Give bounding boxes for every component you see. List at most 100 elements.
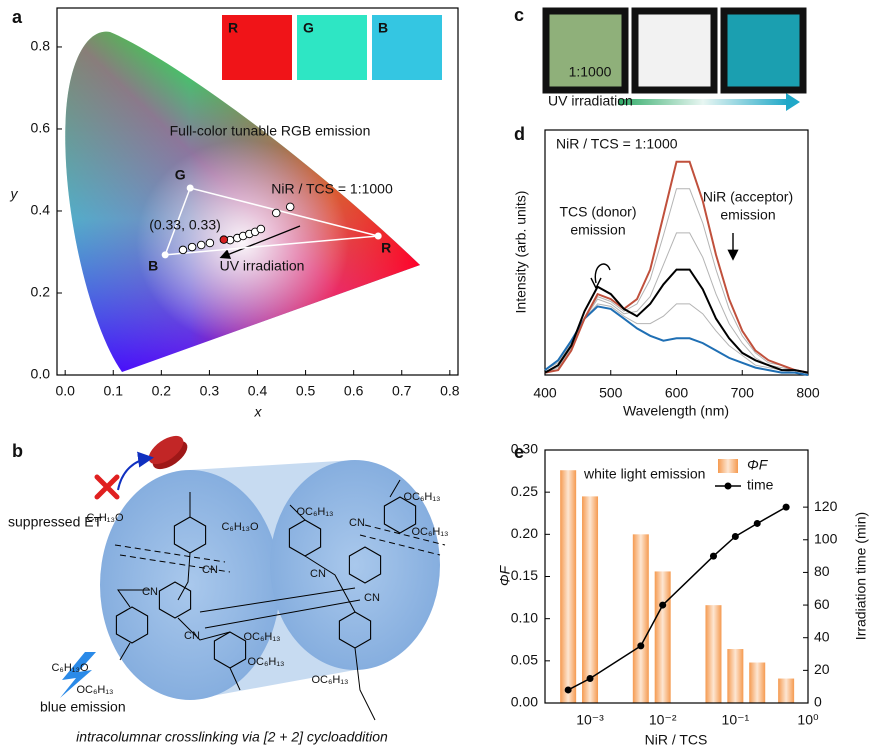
chem-group: OC₆H₁₃ [296, 506, 333, 518]
y-tick-label: 0.00 [511, 694, 538, 710]
bar [582, 496, 599, 703]
annotation: NiR (acceptor) [703, 189, 793, 205]
annotation: NiR / TCS = 1:1000 [556, 136, 678, 152]
chem-group: OC₆H₁₃ [243, 631, 280, 643]
cie-point [205, 238, 215, 248]
annotation: (0.33, 0.33) [149, 217, 221, 233]
y-tick-label: 0.30 [511, 441, 538, 457]
x-axis-label: NiR / TCS [645, 732, 708, 748]
time-point [586, 675, 594, 683]
time-point [782, 503, 790, 511]
x-tick-label: 0.5 [296, 383, 316, 399]
annotation: emission [570, 222, 625, 238]
chem-group: CN [349, 517, 365, 529]
annotation: UV irradiation [220, 258, 305, 274]
spectrum-line [544, 305, 809, 376]
x-tick-label: 0.4 [248, 383, 268, 399]
chem-group: CN [202, 564, 218, 576]
chem-group: CN [310, 568, 326, 580]
x-tick-label: 10⁻² [649, 712, 677, 728]
vertex-point [186, 184, 194, 192]
y2-tick-label: 80 [814, 563, 830, 579]
annotation: emission [720, 207, 775, 223]
caption: intracolumnar crosslinking via [2 + 2] c… [76, 729, 388, 745]
benzene-ring [158, 581, 192, 619]
x-axis-label: x [254, 404, 263, 420]
spectrum-line [544, 268, 809, 374]
y2-tick-label: 20 [814, 661, 830, 677]
chem-group: OC₆H₁₃ [411, 526, 448, 538]
x-tick-label: 600 [665, 385, 689, 401]
legend-label: time [747, 477, 774, 493]
sample-square [720, 7, 807, 94]
annotation: white light emission [583, 466, 705, 482]
legend-label: ΦF [747, 457, 769, 473]
gamut-triangle [164, 187, 379, 256]
x-axis-label: Wavelength (nm) [623, 403, 729, 419]
x-tick-label: 0.7 [392, 383, 412, 399]
vertex-point [161, 251, 169, 259]
sample-square [542, 7, 629, 94]
inset-label: G [303, 20, 314, 36]
y2-tick-label: 120 [814, 498, 838, 514]
cie-point [178, 245, 188, 255]
bar [749, 662, 766, 703]
chem-group: OC₆H₁₃ [76, 684, 113, 696]
time-point [637, 642, 645, 650]
uv-arrow-head [786, 93, 800, 111]
y-tick-label: 0.8 [31, 38, 51, 54]
inset-label: B [378, 20, 388, 36]
x-tick-label: 700 [731, 385, 755, 401]
chem-group: C₆H₁₃O [51, 662, 89, 674]
y2-tick-label: 0 [814, 694, 822, 710]
annotation: TCS (donor) [559, 204, 636, 220]
spectrum-line [544, 160, 809, 374]
x-tick-label: 500 [599, 385, 623, 401]
inset-swatch [372, 15, 442, 80]
x-tick-label: 0.6 [344, 383, 364, 399]
legend-dot [724, 482, 732, 490]
time-point [709, 552, 717, 560]
frame-e [544, 449, 809, 704]
vertex-point [374, 232, 382, 240]
annotation: NiR / TCS = 1:1000 [271, 181, 393, 197]
benzene-ring [115, 606, 149, 644]
vertex-label: G [175, 167, 186, 183]
inset-label: R [228, 20, 238, 36]
cie-point [256, 224, 266, 234]
y-tick-label: 0.25 [511, 483, 538, 499]
y-tick-label: 0.6 [31, 120, 51, 136]
y2-tick-label: 40 [814, 628, 830, 644]
cie-point [219, 235, 229, 244]
bar [727, 649, 744, 703]
panel-label: e [514, 442, 524, 462]
chem-group: OC₆H₁₃ [403, 491, 440, 503]
bar [705, 605, 722, 703]
vertex-label: R [381, 240, 391, 256]
x-tick-label: 10⁻¹ [722, 712, 750, 728]
panel-label: c [514, 5, 524, 25]
y2-tick-label: 60 [814, 596, 830, 612]
y-tick-label: 0.0 [31, 366, 51, 382]
time-point [731, 533, 739, 541]
chem-group: OC₆H₁₃ [247, 656, 284, 668]
x-tick-label: 10⁻³ [576, 712, 604, 728]
vertex-label: B [148, 258, 158, 274]
y2-tick-label: 100 [814, 530, 838, 546]
annotation: Full-color tunable RGB emission [170, 123, 371, 139]
benzene-ring [348, 546, 382, 584]
y-axis-label: ΦF [497, 564, 513, 586]
sample-square [631, 7, 718, 94]
annotation: suppressed ET [8, 514, 103, 530]
curved-arrow [594, 263, 611, 284]
panel-label: a [12, 7, 23, 27]
uv-arrow [219, 225, 301, 259]
chem-group: CN [364, 592, 380, 604]
x-tick-label: 0.2 [152, 383, 172, 399]
x-tick-label: 0.0 [55, 383, 75, 399]
uv-arrow-bar [618, 99, 788, 105]
y-tick-label: 0.20 [511, 525, 538, 541]
bar [778, 678, 795, 703]
x-tick-label: 0.1 [104, 383, 124, 399]
cie-point [196, 240, 206, 250]
